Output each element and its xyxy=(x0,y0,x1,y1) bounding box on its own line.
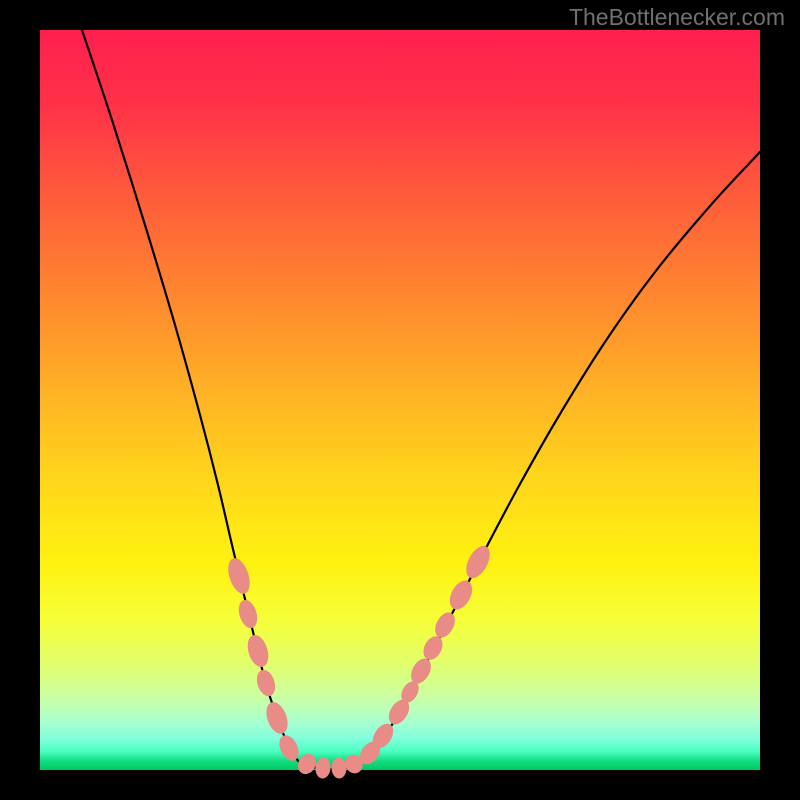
curve-marker xyxy=(254,668,277,698)
curve-marker xyxy=(446,578,476,613)
curve-marker xyxy=(420,634,445,663)
curve-marker xyxy=(432,610,458,640)
curve-marker xyxy=(332,758,347,778)
curve-marker xyxy=(225,556,253,596)
chart-stage: TheBottlenecker.com xyxy=(0,0,800,800)
curve-markers xyxy=(225,543,494,779)
curve-marker xyxy=(315,757,331,778)
bottleneck-curve xyxy=(82,30,760,769)
curve-marker xyxy=(295,751,319,776)
curve-layer xyxy=(0,0,800,800)
curve-marker xyxy=(245,633,272,669)
curve-marker xyxy=(263,700,291,736)
curve-marker xyxy=(462,543,494,581)
curve-marker xyxy=(236,598,259,629)
curve-marker xyxy=(276,733,301,763)
